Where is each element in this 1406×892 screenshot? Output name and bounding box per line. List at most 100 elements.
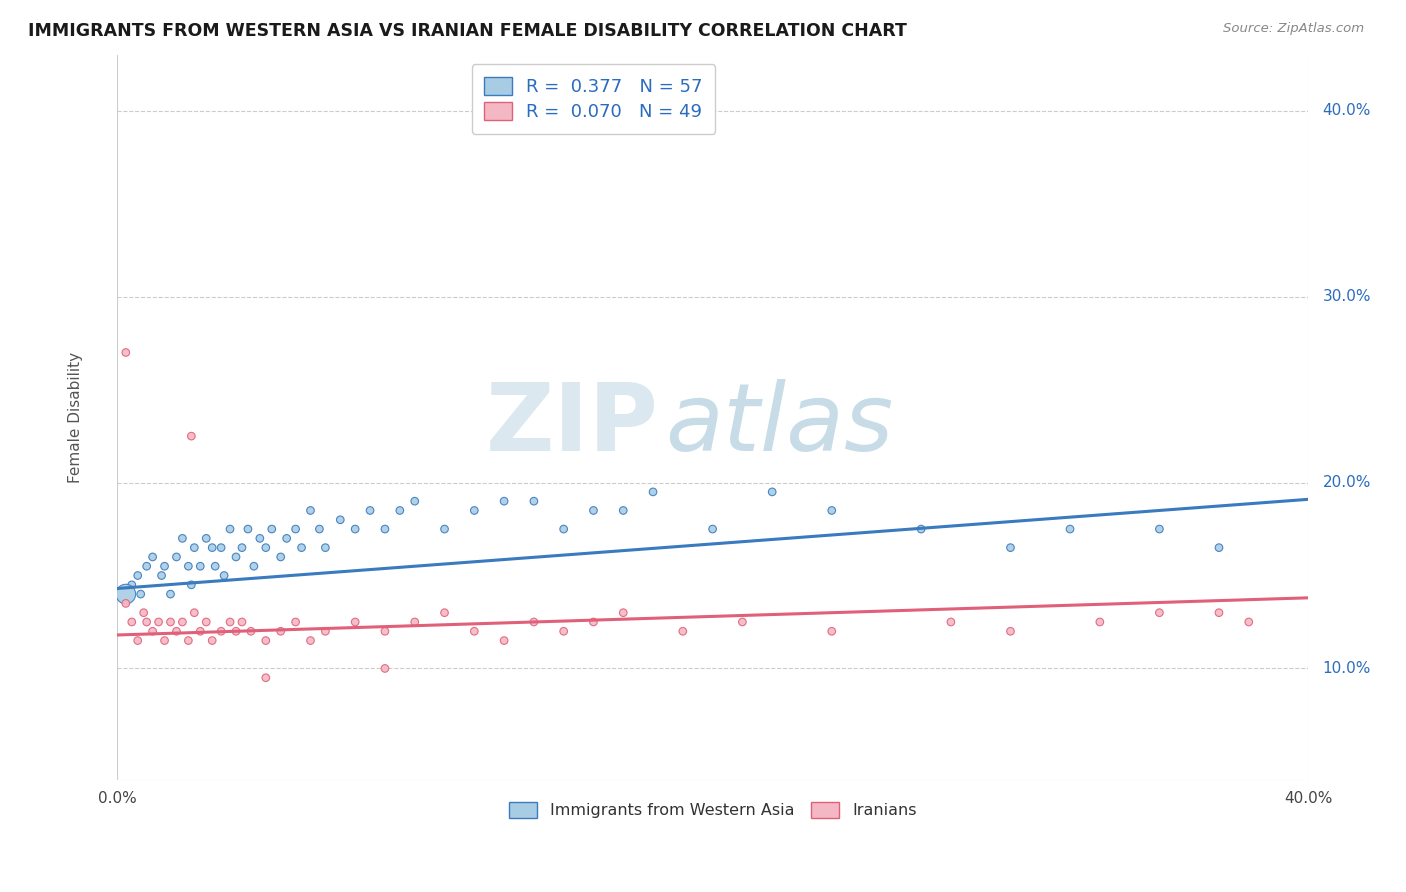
Point — [254, 671, 277, 685]
Point — [159, 615, 181, 629]
Point — [254, 541, 277, 555]
Point — [183, 606, 205, 620]
Point — [374, 661, 396, 675]
Text: 10.0%: 10.0% — [1323, 661, 1371, 676]
Point — [153, 633, 176, 648]
Point — [314, 624, 336, 639]
Point — [284, 615, 307, 629]
Text: Source: ZipAtlas.com: Source: ZipAtlas.com — [1223, 22, 1364, 36]
Point — [188, 624, 211, 639]
Point — [231, 615, 253, 629]
Point — [236, 522, 259, 536]
Point — [204, 559, 226, 574]
Point — [225, 624, 247, 639]
Point — [1000, 624, 1022, 639]
Point — [582, 503, 605, 517]
Point — [344, 522, 367, 536]
Point — [299, 503, 322, 517]
Point — [270, 624, 292, 639]
Point — [180, 578, 202, 592]
Point — [165, 549, 187, 564]
Point — [553, 522, 575, 536]
Point — [254, 633, 277, 648]
Point — [114, 345, 136, 359]
Point — [1059, 522, 1081, 536]
Point — [359, 503, 381, 517]
Point — [201, 633, 224, 648]
Text: Female Disability: Female Disability — [67, 352, 83, 483]
Text: atlas: atlas — [665, 379, 893, 470]
Point — [1088, 615, 1111, 629]
Point — [404, 494, 426, 508]
Point — [231, 541, 253, 555]
Point — [114, 587, 136, 601]
Point — [114, 596, 136, 610]
Point — [702, 522, 724, 536]
Point — [153, 559, 176, 574]
Point — [553, 624, 575, 639]
Point — [433, 606, 456, 620]
Point — [249, 532, 271, 546]
Point — [672, 624, 695, 639]
Point — [219, 522, 242, 536]
Point — [910, 522, 932, 536]
Point — [582, 615, 605, 629]
Point — [132, 606, 155, 620]
Point — [209, 624, 232, 639]
Point — [344, 615, 367, 629]
Point — [209, 541, 232, 555]
Point — [135, 559, 157, 574]
Text: ZIP: ZIP — [486, 379, 659, 471]
Text: 40.0%: 40.0% — [1284, 791, 1333, 806]
Point — [612, 606, 634, 620]
Point — [731, 615, 754, 629]
Point — [374, 624, 396, 639]
Point — [159, 587, 181, 601]
Legend: Immigrants from Western Asia, Iranians: Immigrants from Western Asia, Iranians — [501, 794, 925, 826]
Point — [463, 503, 485, 517]
Text: 20.0%: 20.0% — [1323, 475, 1371, 490]
Text: 40.0%: 40.0% — [1323, 103, 1371, 119]
Point — [290, 541, 312, 555]
Point — [225, 549, 247, 564]
Point — [284, 522, 307, 536]
Point — [172, 615, 194, 629]
Point — [404, 615, 426, 629]
Point — [276, 532, 298, 546]
Point — [142, 624, 165, 639]
Point — [201, 541, 224, 555]
Point — [1208, 606, 1230, 620]
Text: IMMIGRANTS FROM WESTERN ASIA VS IRANIAN FEMALE DISABILITY CORRELATION CHART: IMMIGRANTS FROM WESTERN ASIA VS IRANIAN … — [28, 22, 907, 40]
Point — [612, 503, 634, 517]
Point — [463, 624, 485, 639]
Point — [260, 522, 283, 536]
Point — [177, 559, 200, 574]
Point — [129, 587, 152, 601]
Point — [172, 532, 194, 546]
Point — [212, 568, 235, 582]
Point — [523, 494, 546, 508]
Point — [308, 522, 330, 536]
Point — [761, 484, 783, 499]
Point — [135, 615, 157, 629]
Point — [183, 541, 205, 555]
Point — [188, 559, 211, 574]
Point — [121, 578, 143, 592]
Point — [433, 522, 456, 536]
Point — [195, 532, 218, 546]
Point — [374, 522, 396, 536]
Point — [148, 615, 170, 629]
Point — [388, 503, 411, 517]
Point — [1000, 541, 1022, 555]
Point — [165, 624, 187, 639]
Point — [270, 549, 292, 564]
Point — [821, 503, 844, 517]
Point — [821, 624, 844, 639]
Point — [1149, 522, 1171, 536]
Point — [523, 615, 546, 629]
Point — [1149, 606, 1171, 620]
Point — [239, 624, 262, 639]
Point — [219, 615, 242, 629]
Point — [121, 615, 143, 629]
Point — [494, 633, 516, 648]
